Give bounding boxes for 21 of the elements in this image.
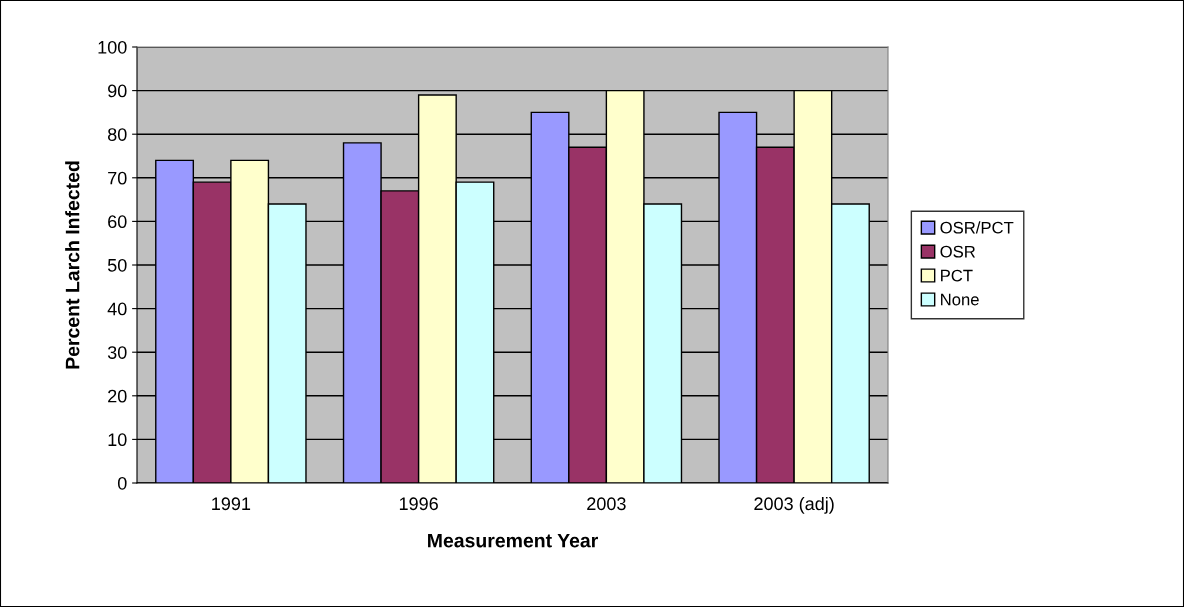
x-tick-label: 1996: [399, 497, 438, 511]
y-tick-label: 10: [108, 433, 127, 447]
y-tick-label: 40: [107, 302, 127, 316]
x-tick-label: 2003: [587, 497, 626, 511]
legend-label: None: [941, 293, 979, 306]
legend-label: OSR/PCT: [940, 221, 1014, 234]
y-tick-label: 60: [108, 215, 127, 229]
y-tick-label: 0: [117, 476, 127, 490]
y-tick-label: 100: [98, 40, 127, 54]
legend-label: PCT: [941, 269, 973, 282]
y-tick-label: 80: [107, 128, 127, 141]
legend-label: OSR: [940, 245, 976, 258]
x-tick-label: 2003 (adj): [754, 496, 834, 514]
y-tick-label: 50: [107, 258, 127, 272]
x-tick-label: 1991: [212, 497, 251, 511]
x-axis-title: Measurement Year: [428, 533, 598, 548]
y-tick-label: 30: [107, 346, 127, 359]
y-tick-label: 20: [108, 389, 127, 403]
y-axis-title: Percent Larch Infected: [65, 161, 80, 369]
y-tick-label: 90: [108, 84, 127, 98]
y-tick-label: 70: [108, 171, 127, 185]
